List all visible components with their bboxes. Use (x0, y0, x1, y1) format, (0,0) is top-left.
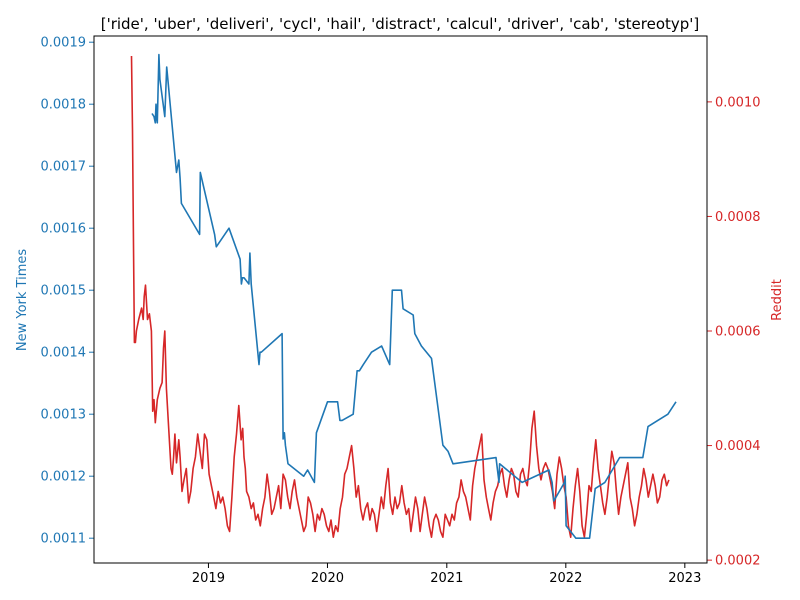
left-tick-label: 0.0019 (41, 36, 87, 51)
plot-area (130, 53, 677, 540)
right-axis-label: Reddit (770, 279, 785, 321)
x-tick-label: 2023 (668, 571, 701, 586)
left-tick-label: 0.0016 (41, 222, 87, 237)
left-tick-label: 0.0013 (41, 408, 87, 423)
series-line-new-york-times (151, 53, 677, 540)
x-tick-label: 2021 (430, 571, 463, 586)
right-tick-label: 0.0002 (715, 554, 761, 569)
left-axis-ticks: 0.0011 0.0012 0.0013 0.0014 0.0015 0.0016 0.00… (41, 36, 94, 547)
right-tick-label: 0.0006 (715, 325, 761, 340)
left-tick-label: 0.0011 (41, 532, 87, 547)
left-tick-label: 0.0012 (41, 470, 87, 485)
plot-frame (93, 35, 708, 564)
left-tick-label: 0.0014 (41, 346, 87, 361)
x-axis-ticks: 2019 2020 2021 2022 2023 (192, 563, 701, 586)
series-line-reddit (130, 55, 670, 539)
right-tick-label: 0.0010 (715, 95, 761, 110)
left-tick-label: 0.0018 (41, 98, 87, 113)
chart-title: ['ride', 'uber', 'deliveri', 'cycl', 'ha… (101, 15, 700, 33)
x-tick-label: 2019 (192, 571, 225, 586)
left-tick-label: 0.0017 (41, 160, 87, 175)
x-tick-label: 2020 (311, 571, 344, 586)
right-tick-label: 0.0008 (715, 210, 761, 225)
x-tick-label: 2022 (549, 571, 582, 586)
left-tick-label: 0.0015 (41, 284, 87, 299)
right-axis-ticks: 0.0002 0.0004 0.0006 0.0008 0.0010 (707, 95, 761, 569)
right-tick-label: 0.0004 (715, 439, 761, 454)
left-axis-label: New York Times (15, 249, 30, 351)
